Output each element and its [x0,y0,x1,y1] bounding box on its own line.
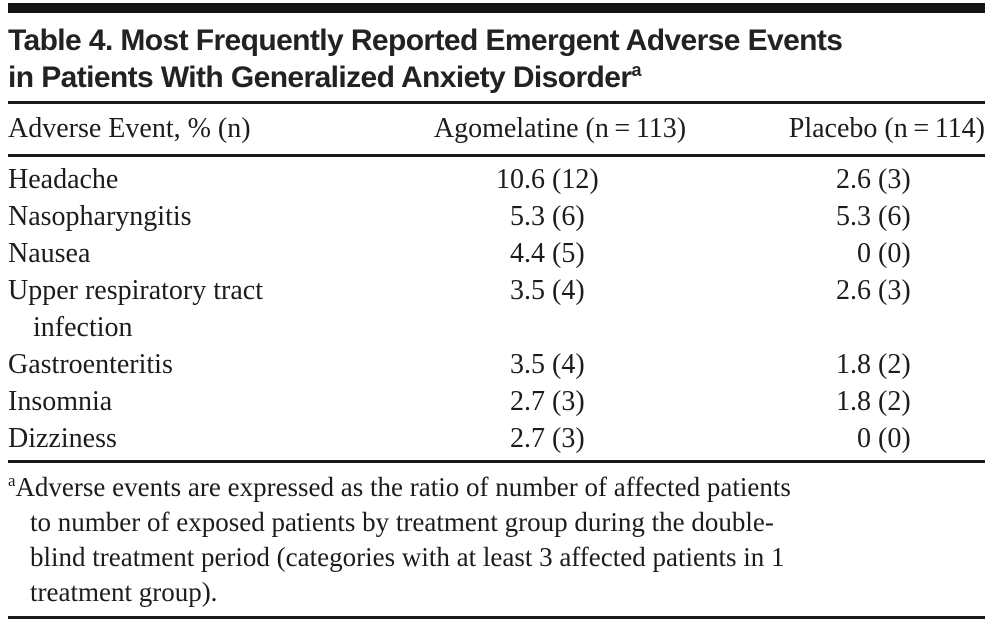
cell-agomelatine-pct: 2.7 [510,423,545,454]
cell-event: Headache [8,164,119,195]
cell-agomelatine-pct: 3.5 [510,275,545,306]
cell-placebo-n: (3) [878,164,911,195]
cell-agomelatine-pct: 5.3 [510,201,545,232]
cell-placebo-n: (0) [878,423,911,454]
cell-event: Gastroenteritis [8,349,173,380]
footnote-line-4: treatment group). [30,577,218,607]
footnote-line-1-text: Adverse events are expressed as the rati… [15,472,791,502]
table-footnote: aAdverse events are expressed as the rat… [8,463,985,616]
cell-agomelatine-pct: 3.5 [510,349,545,380]
cell-agomelatine-n: (4) [552,349,585,380]
table-row-insomnia: Insomnia 2.7 (3) 1.8 (2) [8,383,985,420]
cell-event: Dizziness [8,423,117,454]
footnote-line-1: aAdverse events are expressed as the rat… [8,470,985,505]
cell-agomelatine-n: (4) [552,275,585,306]
table-row-upper-respiratory-tract-infection: Upper respiratory tract infection 3.5 (4… [8,272,985,346]
top-rule-bar [8,3,985,13]
cell-event: Nasopharyngitis [8,201,192,232]
column-header-agomelatine: Agomelatine (n = 113) [433,113,687,144]
cell-agomelatine-pct: 4.4 [510,238,545,269]
cell-agomelatine-pct: 2.7 [510,386,545,417]
table-title: Table 4. Most Frequently Reported Emerge… [8,22,985,96]
table-row-headache: Headache 10.6 (12) 2.6 (3) [8,161,985,198]
rule-under-title [8,101,985,104]
cell-agomelatine-n: (3) [552,386,585,417]
table-row-nasopharyngitis: Nasopharyngitis 5.3 (6) 5.3 (6) [8,198,985,235]
cell-event: Upper respiratory tract infection [8,275,263,343]
table-row-dizziness: Dizziness 2.7 (3) 0 (0) [8,420,985,457]
cell-agomelatine-n: (12) [552,164,599,195]
footnote-marker: a [8,471,16,490]
table-title-line1: Table 4. Most Frequently Reported Emerge… [8,24,843,57]
cell-placebo-pct: 1.8 [836,386,871,417]
cell-event: Insomnia [8,386,113,417]
cell-placebo-pct: 2.6 [836,275,871,306]
bottom-rule [8,616,985,619]
footnote-line-2: to number of exposed patients by treatme… [30,507,774,537]
cell-placebo-pct: 5.3 [836,201,871,232]
table-title-line2: in Patients With Generalized Anxiety Dis… [8,61,632,94]
table-row-gastroenteritis: Gastroenteritis 3.5 (4) 1.8 (2) [8,346,985,383]
cell-placebo-n: (3) [878,275,911,306]
table-header-row: Adverse Event, % (n) Agomelatine (n = 11… [8,104,985,154]
cell-agomelatine-n: (3) [552,423,585,454]
table-row-nausea: Nausea 4.4 (5) 0 (0) [8,235,985,272]
table-title-footnote-marker: a [631,60,641,80]
cell-placebo-n: (2) [878,386,911,417]
cell-placebo-pct: 2.6 [836,164,871,195]
rule-under-header [8,154,985,157]
cell-placebo-n: (2) [878,349,911,380]
column-header-placebo: Placebo (n = 114) [788,113,985,144]
cell-placebo-n: (6) [878,201,911,232]
cell-agomelatine-pct: 10.6 [496,164,545,195]
column-header-adverse-event: Adverse Event, % (n) [8,113,251,144]
cell-agomelatine-n: (5) [552,238,585,269]
cell-placebo-n: (0) [878,238,911,269]
cell-agomelatine-n: (6) [552,201,585,232]
cell-event: Nausea [8,238,91,269]
cell-placebo-pct: 0 [857,423,871,454]
rule-under-body [8,460,985,463]
footnote-line-3: blind treatment period (categories with … [30,542,785,572]
table-body: Headache 10.6 (12) 2.6 (3) Nasopharyngit… [8,157,985,460]
cell-placebo-pct: 1.8 [836,349,871,380]
cell-placebo-pct: 0 [857,238,871,269]
